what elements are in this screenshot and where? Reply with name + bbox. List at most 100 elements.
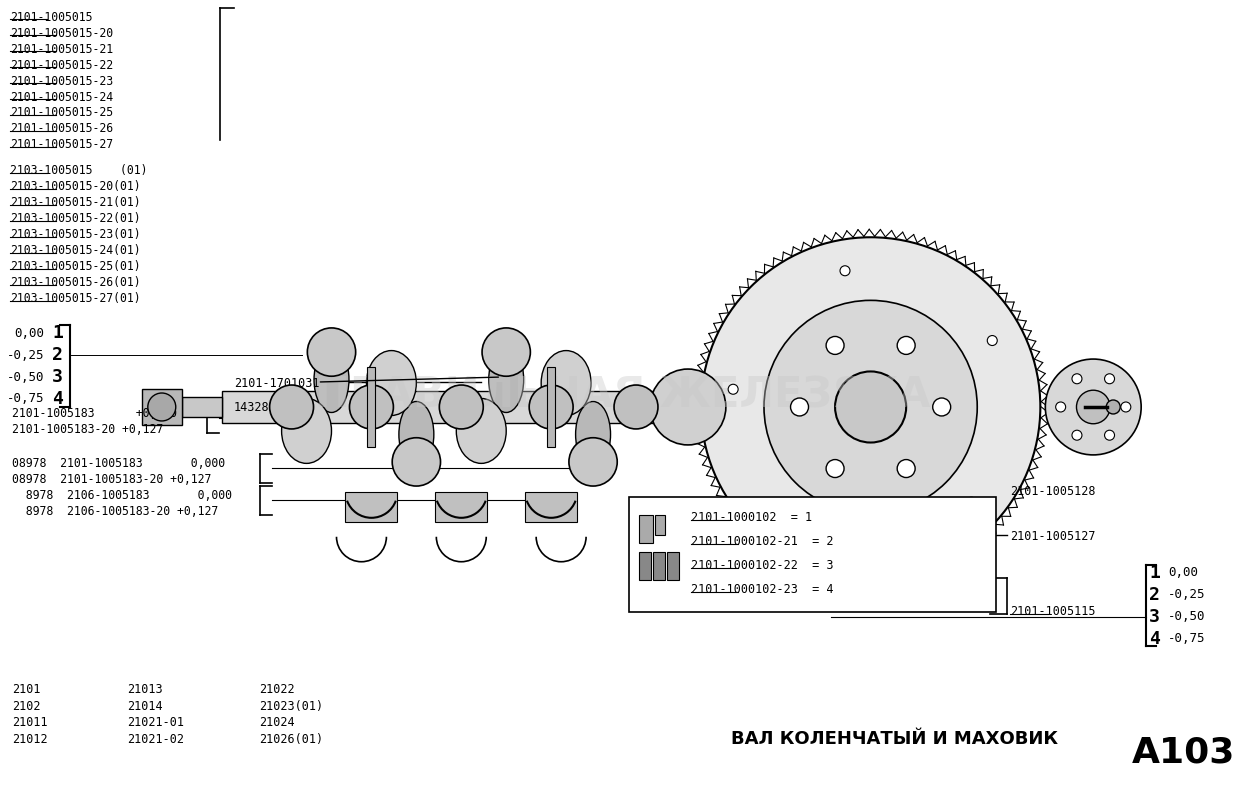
Circle shape	[482, 328, 530, 376]
Text: 08978  2101-1005183-20 +0,127: 08978 2101-1005183-20 +0,127	[12, 473, 212, 486]
Circle shape	[898, 460, 915, 478]
Text: -0,75: -0,75	[6, 393, 44, 405]
Circle shape	[308, 328, 356, 376]
Bar	[639, 515, 652, 543]
Text: 2103-1005015-22(01): 2103-1005015-22(01)	[10, 212, 141, 225]
Bar	[525, 492, 578, 522]
Text: 21026(01): 21026(01)	[260, 734, 324, 747]
Circle shape	[987, 335, 997, 346]
Text: 4: 4	[52, 390, 62, 408]
Bar	[629, 497, 996, 611]
Bar	[667, 552, 679, 580]
Circle shape	[835, 371, 906, 443]
Ellipse shape	[366, 351, 416, 416]
Circle shape	[807, 527, 817, 537]
Bar	[345, 492, 397, 522]
Text: 2101-1005015-23: 2101-1005015-23	[10, 75, 113, 87]
Text: 2101-1000102-23  = 4: 2101-1000102-23 = 4	[691, 583, 833, 595]
Text: 2101-1005015-22: 2101-1005015-22	[10, 59, 113, 72]
Text: 2101-1005015-26: 2101-1005015-26	[10, 122, 113, 135]
Text: ВАЛ КОЛЕНЧАТЫЙ И МАХОВИК: ВАЛ КОЛЕНЧАТЫЙ И МАХОВИК	[731, 731, 1058, 748]
Text: 21021-02: 21021-02	[127, 734, 184, 747]
Circle shape	[569, 438, 618, 486]
Text: 2101-1005015-20: 2101-1005015-20	[10, 26, 113, 40]
Text: 2101-1000102-22  = 3: 2101-1000102-22 = 3	[691, 559, 833, 572]
Circle shape	[270, 385, 314, 429]
Circle shape	[614, 385, 657, 429]
Circle shape	[701, 237, 1041, 576]
Circle shape	[827, 460, 844, 478]
Text: 2101-1005015-24: 2101-1005015-24	[10, 91, 113, 103]
Circle shape	[1072, 374, 1082, 384]
Text: -0,75: -0,75	[1168, 632, 1205, 645]
Text: 2103-1005015-20(01): 2103-1005015-20(01)	[10, 180, 141, 193]
Circle shape	[529, 385, 573, 429]
Circle shape	[827, 336, 844, 355]
Text: 21012: 21012	[12, 734, 47, 747]
Text: 21021-01: 21021-01	[127, 716, 184, 730]
Text: 2101-1005126: 2101-1005126	[855, 572, 941, 586]
Circle shape	[728, 384, 738, 394]
Text: 2101-1005015-27: 2101-1005015-27	[10, 138, 113, 151]
Ellipse shape	[314, 347, 349, 413]
Text: 4: 4	[1149, 630, 1160, 648]
Text: 21024: 21024	[260, 716, 295, 730]
Circle shape	[1046, 359, 1142, 455]
Text: 2101-1005015-25: 2101-1005015-25	[10, 107, 113, 119]
Text: 2103-1005015    (01): 2103-1005015 (01)	[10, 165, 148, 177]
Text: 2101-1000102-21  = 2: 2101-1000102-21 = 2	[691, 535, 833, 548]
Circle shape	[933, 398, 951, 416]
Circle shape	[764, 301, 977, 514]
Text: 2101-1005015: 2101-1005015	[10, 10, 92, 24]
Ellipse shape	[489, 347, 524, 413]
Text: 2102: 2102	[12, 700, 41, 712]
Circle shape	[898, 336, 915, 355]
Circle shape	[1104, 430, 1114, 440]
Text: 2103-1005015-24(01): 2103-1005015-24(01)	[10, 244, 141, 258]
Circle shape	[840, 266, 850, 276]
Text: 2: 2	[1149, 586, 1160, 603]
Circle shape	[1056, 402, 1066, 412]
Circle shape	[1120, 402, 1130, 412]
Circle shape	[1107, 400, 1120, 414]
Circle shape	[148, 393, 176, 421]
Text: 3: 3	[1149, 607, 1160, 626]
Text: 2103-1005015-27(01): 2103-1005015-27(01)	[10, 293, 141, 305]
Circle shape	[1104, 374, 1114, 384]
Text: -0,50: -0,50	[1168, 610, 1205, 623]
Ellipse shape	[398, 401, 433, 467]
Bar	[652, 552, 665, 580]
Text: 2: 2	[52, 346, 62, 364]
Text: 2103-1005015-25(01): 2103-1005015-25(01)	[10, 260, 141, 273]
Text: А103: А103	[1132, 735, 1235, 770]
Bar	[547, 367, 555, 447]
Bar	[142, 389, 182, 425]
Text: 21013: 21013	[127, 683, 162, 696]
Circle shape	[1077, 390, 1111, 424]
Text: 2101-1005183      +0,000: 2101-1005183 +0,000	[12, 407, 177, 420]
Text: 2101-1000102  = 1: 2101-1000102 = 1	[691, 511, 812, 524]
Ellipse shape	[457, 398, 507, 463]
Text: 21023(01): 21023(01)	[260, 700, 324, 712]
Text: 2101-1701031: 2101-1701031	[234, 377, 319, 390]
Text: 2101-1005128: 2101-1005128	[1011, 485, 1096, 498]
Text: 2101-1005015-21: 2101-1005015-21	[10, 43, 113, 56]
Text: 08978  2101-1005183       0,000: 08978 2101-1005183 0,000	[12, 457, 225, 470]
Text: -0,25: -0,25	[6, 348, 44, 362]
Bar	[639, 552, 651, 580]
Text: 2103-1005015-23(01): 2103-1005015-23(01)	[10, 228, 141, 241]
Text: 21011: 21011	[12, 716, 47, 730]
Text: 0,00: 0,00	[14, 327, 44, 339]
Bar	[222, 391, 684, 423]
Text: 2101-1005127: 2101-1005127	[1011, 529, 1096, 543]
Text: 14328201: 14328201	[234, 401, 290, 414]
Text: 21014: 21014	[127, 700, 162, 712]
Text: 2101-1005115: 2101-1005115	[1011, 605, 1096, 618]
Text: 0,00: 0,00	[1168, 566, 1198, 580]
Bar	[655, 515, 665, 535]
Text: 21022: 21022	[260, 683, 295, 696]
Text: 2103-1005015-26(01): 2103-1005015-26(01)	[10, 276, 141, 289]
Text: 1: 1	[1149, 564, 1160, 582]
Text: 2101: 2101	[12, 683, 41, 696]
Circle shape	[1072, 430, 1082, 440]
